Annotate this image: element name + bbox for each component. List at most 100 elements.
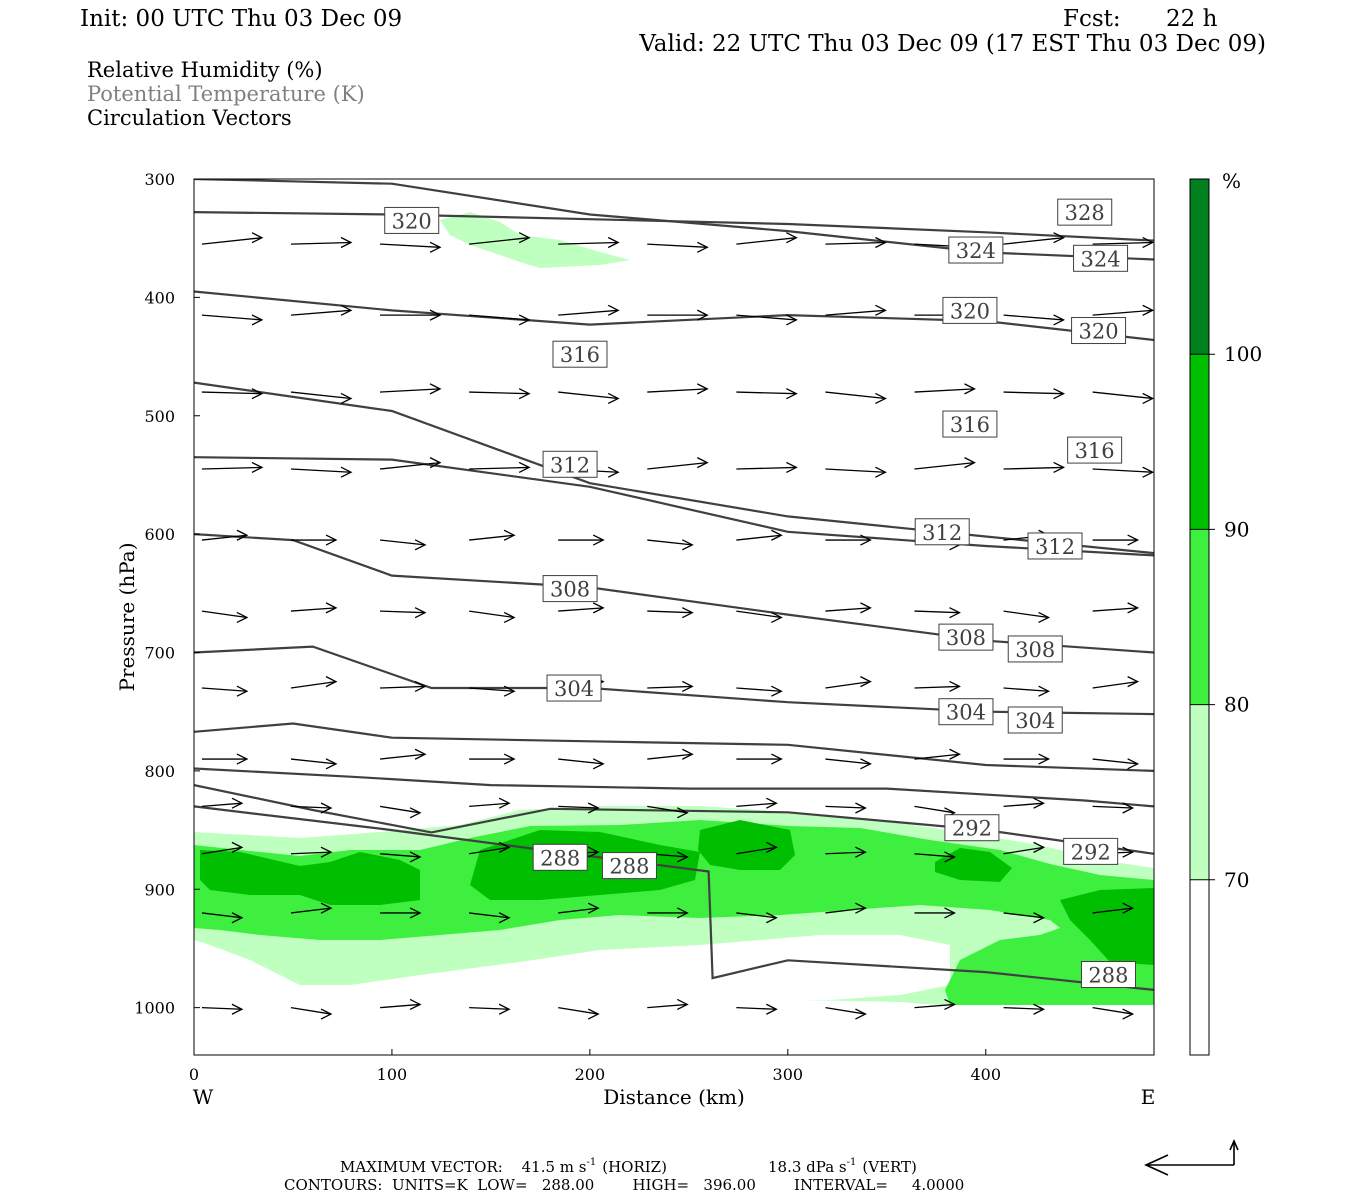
colorbar-level-label: 80 <box>1224 693 1249 717</box>
circulation-vector <box>1092 236 1154 249</box>
svg-text:288: 288 <box>540 846 580 870</box>
svg-text:320: 320 <box>392 209 432 233</box>
circulation-vector <box>290 304 353 316</box>
svg-text:316: 316 <box>950 413 990 437</box>
y-tick-label: 1000 <box>134 999 175 1018</box>
circulation-vector <box>469 685 516 697</box>
circulation-vector <box>914 998 956 1011</box>
circulation-vector <box>914 607 961 619</box>
circulation-vector <box>290 391 353 405</box>
theta-label-320: 320 <box>942 296 998 324</box>
circulation-vector <box>558 304 620 316</box>
theta-label-312: 312 <box>914 518 970 546</box>
circulation-vector <box>914 748 961 760</box>
svg-text:304: 304 <box>554 677 594 701</box>
theta-contour-328 <box>194 211 1154 242</box>
circulation-vector <box>825 534 872 546</box>
circulation-vector <box>1092 902 1135 914</box>
circulation-vector <box>1003 461 1066 474</box>
x-tick-label: 300 <box>773 1065 804 1084</box>
circulation-vector <box>1003 610 1051 624</box>
circulation-vector <box>380 851 422 863</box>
y-tick-label: 400 <box>144 288 175 307</box>
x-axis-title: Distance (km) <box>603 1085 745 1109</box>
svg-text:312: 312 <box>550 453 590 477</box>
circulation-vector <box>1003 1003 1046 1015</box>
circulation-vector <box>1003 685 1051 697</box>
circulation-vector <box>736 314 798 326</box>
y-tick-label: 300 <box>144 170 175 189</box>
theta-label-324: 324 <box>948 236 1004 264</box>
circulation-vector <box>290 602 338 614</box>
circulation-vector <box>290 902 333 914</box>
circulation-vector <box>647 805 689 819</box>
svg-text:312: 312 <box>1035 535 1075 559</box>
valid-time: Valid: 22 UTC Thu 03 Dec 09 (17 EST Thu … <box>638 31 1266 57</box>
theta-label-288: 288 <box>532 843 588 871</box>
svg-text:292: 292 <box>952 817 992 841</box>
circulation-vector <box>201 797 244 809</box>
max-vector-label: MAXIMUM VECTOR: 41.5 m s-1 (HORIZ) <box>340 1157 667 1176</box>
circulation-vector <box>380 907 422 919</box>
circulation-vectors <box>201 232 1154 1020</box>
theta-label-308: 308 <box>542 575 598 603</box>
circulation-vector <box>201 461 264 474</box>
circulation-vector <box>736 529 783 541</box>
init-time: Init: 00 UTC Thu 03 Dec 09 <box>80 6 402 32</box>
colorbar-segment <box>1190 529 1209 705</box>
circulation-vector <box>469 232 531 245</box>
circulation-vector <box>1003 232 1066 245</box>
circulation-vector <box>290 466 353 478</box>
theta-label-312: 312 <box>542 450 598 478</box>
circulation-vector <box>736 461 798 474</box>
field-label-vectors: Circulation Vectors <box>87 106 292 130</box>
plot-frame <box>193 178 1155 1056</box>
theta-label-304: 304 <box>1007 706 1063 734</box>
rh-region-90-c <box>698 820 795 870</box>
circulation-vector <box>736 753 783 765</box>
circulation-vector <box>380 607 427 619</box>
x-tick-label: 400 <box>970 1065 1001 1084</box>
circulation-vector <box>647 607 694 619</box>
circulation-vector <box>558 534 605 546</box>
theta-label-288: 288 <box>601 852 657 880</box>
circulation-vector <box>558 236 620 249</box>
forecast-hour: 22 h <box>1166 6 1218 32</box>
svg-text:308: 308 <box>550 578 590 602</box>
svg-text:324: 324 <box>1081 247 1121 271</box>
circulation-vector <box>647 907 689 919</box>
circulation-vector <box>1003 314 1066 326</box>
colorbar-level-label: 90 <box>1224 517 1249 541</box>
circulation-vector <box>379 457 442 470</box>
svg-text:316: 316 <box>560 343 600 367</box>
circulation-vector <box>380 383 442 395</box>
theta-label-308: 308 <box>1007 635 1063 663</box>
circulation-vector <box>469 797 511 809</box>
circulation-vector <box>825 391 887 405</box>
theta-label-320: 320 <box>384 206 440 234</box>
circulation-vector <box>469 610 516 624</box>
circulation-vector <box>290 758 338 770</box>
y-axis-title: Pressure (hPa) <box>115 543 139 692</box>
circulation-vector <box>201 912 244 924</box>
circulation-vector <box>825 466 887 478</box>
circulation-vector <box>201 841 244 855</box>
theta-contour-300 <box>194 722 1154 772</box>
colorbar-frame <box>1189 178 1210 1056</box>
theta-contour-324 <box>194 179 1154 261</box>
colorbar-segment <box>1190 704 1209 880</box>
circulation-vector <box>201 1003 244 1015</box>
circulation-vector <box>914 457 976 470</box>
field-label-theta: Potential Temperature (K) <box>87 82 365 106</box>
theta-label-328: 328 <box>1057 198 1113 226</box>
circulation-vector <box>469 1003 511 1015</box>
circulation-vector <box>1092 758 1140 770</box>
circulation-vector <box>380 241 442 253</box>
circulation-vector <box>647 241 709 253</box>
circulation-vector <box>290 676 338 689</box>
circulation-vector <box>380 680 427 693</box>
theta-label-292: 292 <box>1063 837 1119 865</box>
circulation-vector <box>914 680 961 693</box>
reference-vector-icon <box>1144 1139 1239 1176</box>
x-tick-label: 0 <box>189 1065 199 1084</box>
